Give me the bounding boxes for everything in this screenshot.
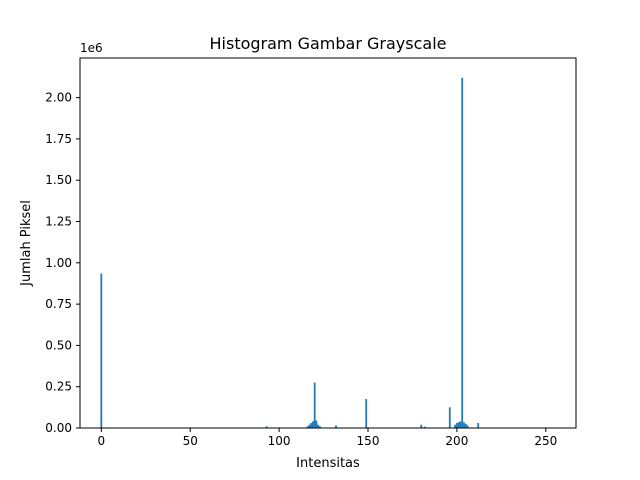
x-axis-ticks: 0 50 100 150 200 250 — [98, 428, 557, 448]
y-tick-label: 0.50 — [45, 338, 72, 352]
y-tick-label: 1.75 — [45, 132, 72, 146]
y-tick-label: 1.50 — [45, 173, 72, 187]
histogram-bar — [457, 422, 460, 428]
histogram-bar — [265, 426, 268, 428]
histogram-bar — [365, 399, 368, 428]
histogram-bar — [335, 425, 337, 428]
x-tick-label: 0 — [98, 434, 106, 448]
histogram-bar — [459, 421, 462, 428]
histogram-bar — [448, 407, 451, 428]
x-tick-label: 250 — [534, 434, 557, 448]
histogram-bar — [319, 426, 321, 428]
histogram-bar — [424, 426, 426, 428]
histogram-bar — [466, 425, 469, 428]
histogram-bar — [454, 424, 456, 428]
y-tick-label: 1.00 — [45, 256, 72, 270]
histogram-bar — [456, 423, 458, 428]
y-tick-label: 2.00 — [45, 91, 72, 105]
x-axis-label: Intensitas — [296, 456, 360, 471]
chart-title: Histogram Gambar Grayscale — [210, 34, 447, 53]
histogram-bar — [312, 421, 314, 428]
histogram-bar — [463, 422, 465, 428]
plot-frame — [79, 57, 577, 429]
x-tick-label: 150 — [357, 434, 380, 448]
y-tick-label: 1.25 — [45, 215, 72, 229]
y-tick-label: 0.00 — [45, 421, 72, 435]
histogram-bar — [477, 423, 480, 428]
histogram-bar — [464, 423, 467, 428]
x-tick-label: 100 — [268, 434, 291, 448]
y-offset-text: 1e6 — [80, 41, 103, 55]
histogram-bar — [461, 77, 464, 428]
y-tick-label: 0.25 — [45, 380, 72, 394]
histogram-bar — [317, 424, 320, 428]
bars-group — [100, 77, 480, 428]
y-axis-ticks: 0.00 0.25 0.50 0.75 1.00 1.25 1.50 1.75 2.00 — [45, 91, 80, 435]
x-tick-label: 200 — [445, 434, 468, 448]
y-axis-label: Jumlah Piksel — [19, 200, 34, 287]
histogram-bar — [306, 426, 309, 428]
histogram-bar — [313, 382, 316, 428]
histogram-bar — [308, 424, 311, 428]
x-tick-label: 50 — [183, 434, 198, 448]
histogram-bar — [420, 424, 423, 428]
histogram-bar — [315, 420, 318, 428]
histogram-bar — [310, 423, 312, 428]
y-tick-label: 0.75 — [45, 297, 72, 311]
histogram-bar — [100, 273, 103, 428]
